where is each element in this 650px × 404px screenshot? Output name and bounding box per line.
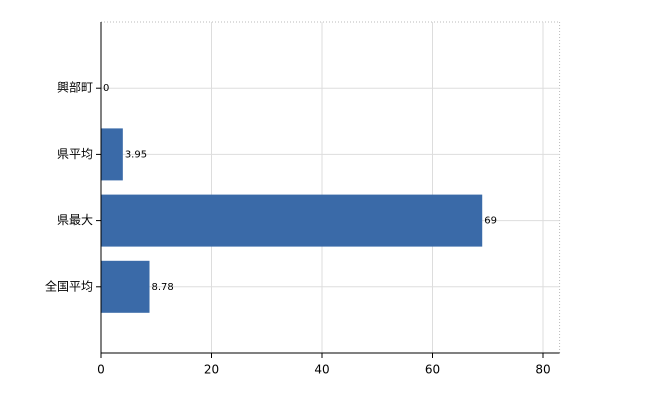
bar bbox=[101, 194, 483, 247]
y-tick-label: 県平均 bbox=[57, 147, 93, 161]
x-tick-label: 60 bbox=[425, 363, 440, 377]
value-label: 0 bbox=[103, 83, 109, 94]
value-label: 8.78 bbox=[152, 282, 174, 293]
bar bbox=[101, 128, 123, 181]
y-tick-label: 全国平均 bbox=[45, 278, 93, 293]
x-tick-label: 40 bbox=[314, 363, 329, 377]
y-tick-label: 興部町 bbox=[57, 80, 93, 95]
x-tick-label: 0 bbox=[97, 363, 105, 377]
value-label: 3.95 bbox=[125, 149, 147, 160]
y-tick-label: 県最大 bbox=[57, 213, 93, 227]
x-tick-label: 80 bbox=[535, 363, 550, 377]
x-tick-label: 20 bbox=[204, 363, 219, 377]
bar bbox=[101, 260, 150, 313]
value-label: 69 bbox=[484, 216, 497, 227]
